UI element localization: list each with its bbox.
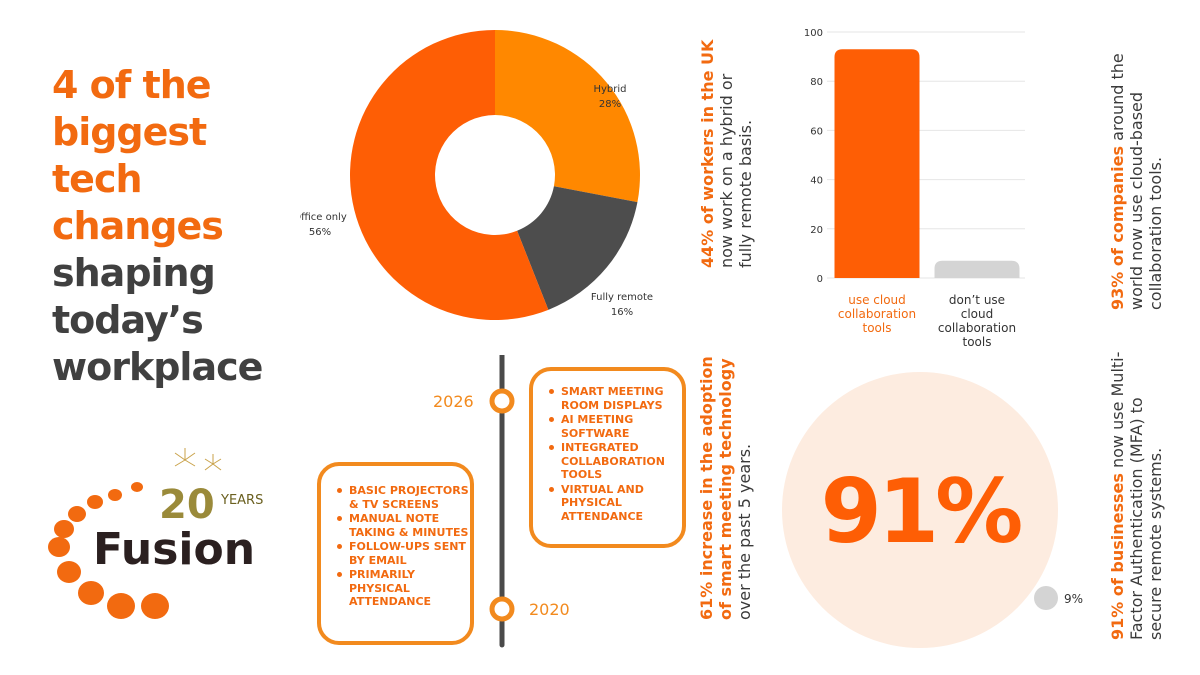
donut-slice: [350, 30, 549, 320]
timeline-item-2026: Virtual and physical attendance: [549, 483, 682, 524]
donut-category-label: Fully remote: [591, 292, 653, 303]
donut-category-label: Office only: [300, 212, 347, 223]
x-category-label: collaboration: [938, 321, 1016, 335]
mfa-caption-line: secure remote systems.: [1146, 447, 1165, 640]
mfa-yes-label: 91%: [821, 460, 1021, 563]
mfa-caption: 91% of businesses now use Multi- Factor …: [1108, 352, 1165, 640]
timeline-item-2020: Follow-ups sent by email: [337, 540, 470, 567]
cloud-caption: 93% of companies around the world now us…: [1108, 53, 1165, 310]
x-category-label: tools: [863, 321, 892, 335]
x-category-label: collaboration: [838, 307, 916, 321]
timeline-box-2026: Smart meeting room displays AI meeting so…: [529, 367, 686, 548]
logo-years: YEARS: [220, 493, 263, 508]
logo-number: 20: [159, 482, 215, 528]
y-tick-label: 0: [817, 274, 823, 285]
timeline-item-2020: Manual note taking & minutes: [337, 512, 469, 539]
fusion-logo: 20 YEARS Fusion: [48, 448, 263, 619]
mfa-no-circle: [1034, 586, 1058, 610]
title-line: today’s: [52, 298, 204, 342]
timeline-list-2026: Smart meeting room displays AI meeting so…: [533, 385, 682, 523]
donut-slice: [495, 30, 640, 203]
donut-category-label: Hybrid: [593, 84, 626, 95]
y-tick-label: 40: [810, 176, 823, 187]
donut-slice: [517, 186, 638, 310]
smart-caption-highlight: of smart meeting technology: [716, 358, 735, 620]
timeline-item-2026: Integrated collaboration tools: [549, 441, 682, 482]
bar: [934, 260, 1020, 278]
x-category-label: don’t use: [949, 293, 1005, 307]
page-title: 4 of the biggest tech changes shaping to…: [52, 62, 352, 391]
logo-brand: Fusion: [93, 524, 255, 575]
firework-icon: [174, 448, 222, 471]
uk-caption: 44% of workers in the UK now work on a h…: [698, 40, 755, 268]
x-category-label: cloud: [961, 307, 994, 321]
uk-caption-line: fully remote basis.: [736, 119, 755, 268]
logo-dot-ring: [48, 482, 169, 619]
title-line: workplace: [52, 345, 263, 389]
timeline-item-2026: AI meeting software: [549, 413, 682, 440]
timeline-item-2026: Smart meeting room displays: [549, 385, 682, 412]
title-line: tech: [52, 157, 143, 201]
donut-percent-label: 28%: [599, 99, 621, 110]
title-line: 4 of the: [52, 63, 212, 107]
year-2020: 2020: [529, 600, 570, 619]
timeline-item-2020: Basic projectors & TV screens: [337, 484, 469, 511]
mfa-caption-line: now use Multi-: [1108, 351, 1127, 468]
bar: [834, 49, 920, 278]
y-tick-label: 100: [804, 28, 823, 39]
mfa-caption-line: Factor Authentication (MFA) to: [1127, 397, 1146, 640]
uk-caption-line: now work on a hybrid or: [717, 73, 736, 268]
title-line: changes: [52, 204, 224, 248]
year-2026: 2026: [433, 392, 474, 411]
uk-caption-highlight: 44% of workers in the UK: [698, 39, 717, 268]
title-line: shaping: [52, 251, 216, 295]
y-tick-label: 60: [810, 126, 823, 137]
mfa-yes-circle: [782, 372, 1058, 648]
timeline-marker-2026: [489, 388, 515, 414]
cloud-caption-highlight: 93% of companies: [1108, 145, 1127, 310]
mfa-no-label: 9%: [1064, 592, 1083, 606]
cloud-caption-line: collaboration tools.: [1146, 156, 1165, 310]
mfa-chart: 91% 9%: [782, 372, 1083, 648]
y-tick-label: 80: [810, 77, 823, 88]
mfa-caption-highlight: 91% of businesses: [1108, 473, 1127, 640]
title-line: biggest: [52, 110, 207, 154]
timeline-box-2020: Basic projectors & TV screens Manual note…: [317, 462, 474, 645]
donut-percent-label: 16%: [611, 307, 633, 318]
timeline-item-2020: Primarily physical attendance: [337, 568, 470, 609]
y-tick-label: 20: [810, 225, 823, 236]
timeline-line: [489, 355, 515, 648]
smart-caption: 61% increase in the adoption of smart me…: [697, 356, 754, 620]
donut-percent-label: 56%: [309, 227, 331, 238]
x-category-label: tools: [963, 335, 992, 349]
timeline-list-2020: Basic projectors & TV screens Manual note…: [321, 484, 470, 609]
cloud-caption-line: around the: [1108, 53, 1127, 141]
timeline-marker-2020: [489, 596, 515, 622]
cloud-caption-line: world now use cloud-based: [1127, 91, 1146, 310]
donut-chart: Hybrid 28% Fully remote 16% Office only 56%: [300, 30, 653, 320]
x-category-label: use cloud: [848, 293, 906, 307]
smart-caption-highlight: 61% increase in the adoption: [697, 356, 716, 620]
smart-caption-line: over the past 5 years.: [735, 443, 754, 620]
